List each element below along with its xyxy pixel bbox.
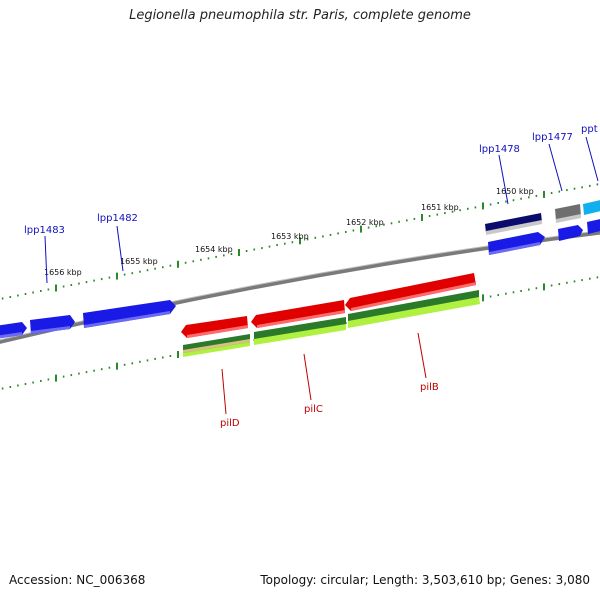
- scale-label-1656: 1656 kbp: [44, 268, 82, 277]
- annotation-bar-pilD-mid: [183, 339, 250, 353]
- leader-line-lpp1477: [548, 143, 563, 192]
- gene-label-lpp1482: lpp1482: [97, 213, 138, 224]
- gene-arrow-reverse-pilB[interactable]: [345, 273, 476, 311]
- annotation-bar-pilC-low: [254, 324, 346, 345]
- leader-line-lpp1483: [44, 235, 48, 284]
- scale-label-1655: 1655 kbp: [120, 257, 158, 266]
- gene-label-pilC: pilC: [304, 404, 323, 415]
- gene-arrow-reverse-pilC[interactable]: [251, 300, 345, 328]
- leader-line-pilB: [417, 332, 427, 379]
- gene-label-pilD: pilD: [220, 418, 240, 429]
- gene-arrow-forward-5[interactable]: [558, 225, 583, 241]
- gene-arrow-forward-2-shade: [31, 326, 70, 334]
- gene-arrow-forward-3-shade: [84, 311, 170, 328]
- kbp-tick-row-upper: [1, 183, 599, 300]
- gene-arrow-reverse-pilC-shade: [257, 310, 345, 328]
- gene-arrow-forward-1-shade: [0, 332, 22, 339]
- annotation-bar-pilC[interactable]: [254, 317, 346, 341]
- gene-arrow-reverse-pilD[interactable]: [181, 316, 248, 338]
- scale-label-1654: 1654 kbp: [195, 245, 233, 254]
- leader-line-lpp1478: [498, 154, 509, 205]
- scale-label-1652: 1652 kbp: [346, 218, 384, 227]
- genome-title: Legionella pneumophila str. Paris, compl…: [129, 8, 471, 23]
- genome-summary-label: Topology: circular; Length: 3,503,610 bp…: [260, 573, 590, 587]
- gene-label-lpp1483: lpp1483: [24, 225, 65, 236]
- gene-arrow-reverse-pilB-shade: [351, 282, 476, 311]
- scale-label-1650: 1650 kbp: [496, 187, 534, 196]
- leader-line-ppt: [585, 136, 599, 182]
- scale-label-1651: 1651 kbp: [421, 203, 459, 212]
- gene-arrow-reverse-pilD-shade: [187, 325, 248, 338]
- leader-line-lpp1482: [116, 225, 124, 272]
- annotation-bar-pilB-low: [348, 297, 480, 328]
- gene-label-lpp1478: lpp1478: [479, 144, 520, 155]
- gene-arrow-forward-3[interactable]: [83, 300, 176, 328]
- gene-label-pilB: pilB: [420, 382, 439, 393]
- scale-label-1653: 1653 kbp: [271, 232, 309, 241]
- feature-bar-cyan[interactable]: [583, 199, 600, 215]
- leader-line-pilD: [221, 368, 227, 415]
- gene-arrow-forward-4-shade: [489, 242, 540, 255]
- accession-label: Accession: NC_006368: [9, 573, 146, 587]
- gene-label-ppt: ppt: [581, 124, 598, 135]
- feature-bar-navy[interactable]: [485, 213, 542, 233]
- gene-arrow-forward-6[interactable]: [587, 218, 600, 234]
- gene-label-lpp1477: lpp1477: [532, 132, 573, 143]
- leader-line-pilC: [303, 353, 312, 401]
- gene-arrow-forward-4[interactable]: [488, 232, 545, 255]
- feature-bar-gray-shade: [556, 214, 581, 223]
- annotation-bar-pilB[interactable]: [348, 290, 479, 323]
- annotation-bar-pilD-low: [183, 342, 250, 357]
- feature-bar-navy-shade: [486, 220, 542, 235]
